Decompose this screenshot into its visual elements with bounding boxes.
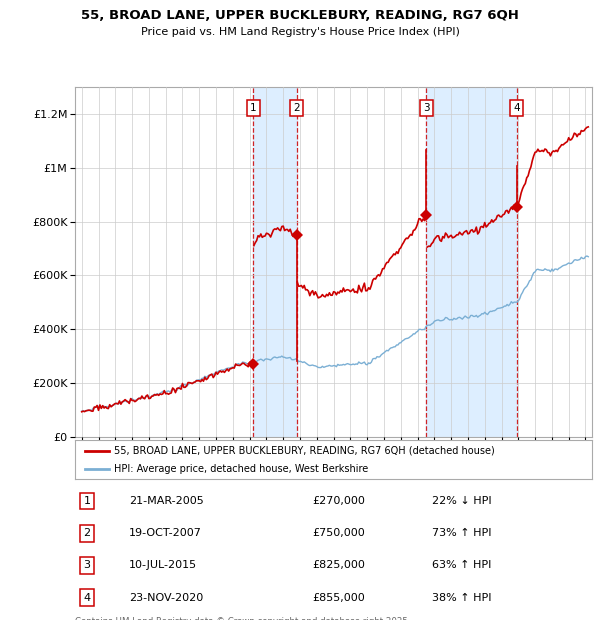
Text: Contains HM Land Registry data © Crown copyright and database right 2025.
This d: Contains HM Land Registry data © Crown c… <box>75 617 410 620</box>
Text: 23-NOV-2020: 23-NOV-2020 <box>129 593 203 603</box>
Bar <box>253 87 296 437</box>
Text: 4: 4 <box>83 593 91 603</box>
Text: 22% ↓ HPI: 22% ↓ HPI <box>432 496 491 506</box>
Text: 38% ↑ HPI: 38% ↑ HPI <box>432 593 491 603</box>
Text: 10-JUL-2015: 10-JUL-2015 <box>129 560 197 570</box>
Text: 55, BROAD LANE, UPPER BUCKLEBURY, READING, RG7 6QH: 55, BROAD LANE, UPPER BUCKLEBURY, READIN… <box>81 9 519 22</box>
Text: 3: 3 <box>423 103 430 113</box>
Text: 73% ↑ HPI: 73% ↑ HPI <box>432 528 491 538</box>
Text: 63% ↑ HPI: 63% ↑ HPI <box>432 560 491 570</box>
Text: HPI: Average price, detached house, West Berkshire: HPI: Average price, detached house, West… <box>114 464 368 474</box>
Text: 2: 2 <box>293 103 300 113</box>
Text: 4: 4 <box>514 103 520 113</box>
Text: 21-MAR-2005: 21-MAR-2005 <box>129 496 204 506</box>
Bar <box>426 87 517 437</box>
Text: £750,000: £750,000 <box>312 528 365 538</box>
Text: 1: 1 <box>250 103 257 113</box>
Text: 55, BROAD LANE, UPPER BUCKLEBURY, READING, RG7 6QH (detached house): 55, BROAD LANE, UPPER BUCKLEBURY, READIN… <box>114 446 494 456</box>
Text: 2: 2 <box>83 528 91 538</box>
Text: £825,000: £825,000 <box>312 560 365 570</box>
Text: £855,000: £855,000 <box>312 593 365 603</box>
Text: 3: 3 <box>83 560 91 570</box>
Text: Price paid vs. HM Land Registry's House Price Index (HPI): Price paid vs. HM Land Registry's House … <box>140 27 460 37</box>
Text: £270,000: £270,000 <box>312 496 365 506</box>
Text: 19-OCT-2007: 19-OCT-2007 <box>129 528 202 538</box>
Text: 1: 1 <box>83 496 91 506</box>
